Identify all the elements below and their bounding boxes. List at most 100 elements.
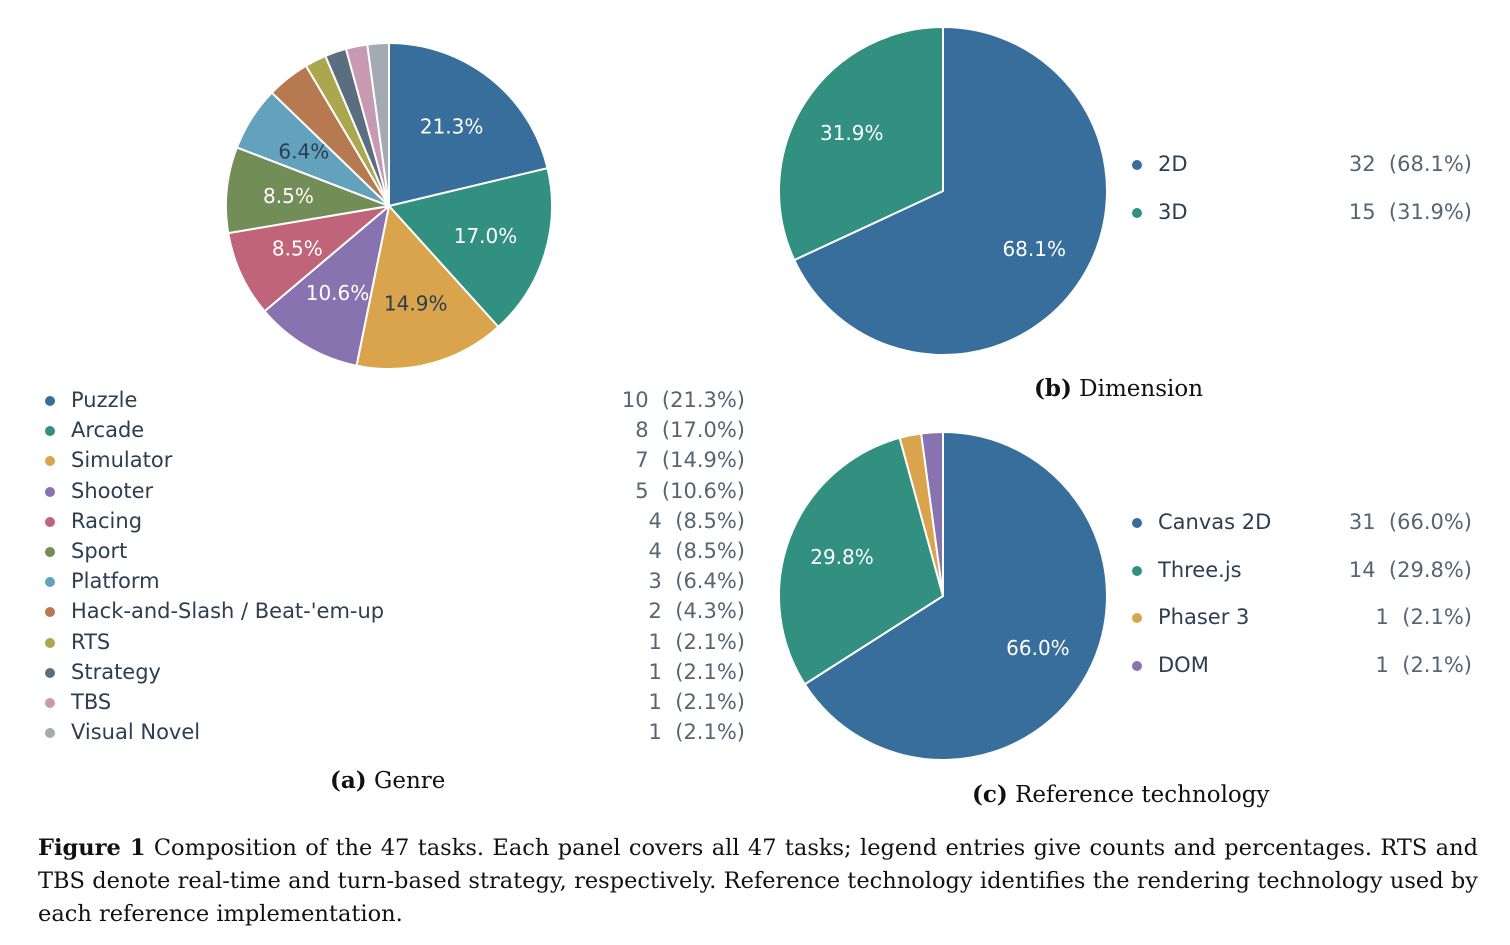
legend-label: DOM bbox=[1158, 652, 1209, 677]
legend-item-visual-novel: Visual Novel 1 (2.1%) bbox=[45, 717, 745, 747]
legend-count: 31 (66.0%) bbox=[1348, 510, 1472, 534]
figure-caption-label: Figure 1 bbox=[38, 835, 146, 861]
legend-marker bbox=[1132, 518, 1142, 528]
legend-marker bbox=[45, 728, 55, 739]
legend-marker bbox=[45, 426, 55, 437]
legend-count: 8 (17.0%) bbox=[635, 418, 745, 443]
pie-slice-dom bbox=[920, 431, 944, 597]
legend-label: Hack-and-Slash / Beat-'em-up bbox=[71, 599, 385, 624]
legend-item-racing: Racing 4 (8.5%) bbox=[45, 506, 745, 536]
legend-label: 2D bbox=[1158, 152, 1188, 176]
legend-marker bbox=[45, 547, 55, 557]
pie-percent-label-sport: 8.5% bbox=[263, 184, 314, 208]
legend-count: 1 (2.1%) bbox=[1375, 652, 1472, 677]
legend-item-dom: DOM 1 (2.1%) bbox=[1132, 650, 1472, 680]
legend-count: 2 (4.3%) bbox=[648, 599, 745, 624]
legend-label: Canvas 2D bbox=[1158, 510, 1272, 534]
legend-item-three-js: Three.js 14 (29.8%) bbox=[1132, 555, 1472, 585]
legend-marker bbox=[45, 607, 55, 618]
legend-count: 1 (2.1%) bbox=[648, 690, 745, 714]
subcaption-text: Reference technology bbox=[1015, 782, 1270, 808]
legend-count: 14 (29.8%) bbox=[1348, 557, 1472, 582]
pie-percent-label-platform: 6.4% bbox=[278, 140, 329, 164]
legend-item-arcade: Arcade 8 (17.0%) bbox=[45, 415, 745, 445]
legend-marker bbox=[45, 486, 55, 497]
legend-marker bbox=[45, 396, 55, 406]
legend-count: 15 (31.9%) bbox=[1348, 200, 1472, 224]
subcaption-label: (c) bbox=[972, 781, 1008, 808]
pie-reference-technology: 66.0% 29.8% bbox=[778, 431, 1108, 761]
subcaption-label: (a) bbox=[330, 767, 367, 794]
legend-count: 4 (8.5%) bbox=[648, 508, 745, 533]
legend-label: Arcade bbox=[71, 418, 145, 443]
pie-slice-puzzle bbox=[388, 42, 549, 207]
pie-percent-label-three-js: 29.8% bbox=[810, 545, 874, 569]
legend-count: 1 (2.1%) bbox=[1375, 605, 1472, 629]
legend-item-sport: Sport 4 (8.5%) bbox=[45, 536, 745, 566]
legend-marker bbox=[45, 577, 55, 588]
pie-percent-label-puzzle: 21.3% bbox=[420, 115, 484, 139]
legend-label: 3D bbox=[1158, 200, 1188, 224]
legend-item-2d: 2D 32 (68.1%) bbox=[1132, 149, 1472, 179]
legend-item-platform: Platform 3 (6.4%) bbox=[45, 566, 745, 596]
subcaption-text: Dimension bbox=[1079, 376, 1204, 402]
pie-slice-simulator bbox=[355, 205, 500, 370]
legend-label: Three.js bbox=[1158, 557, 1242, 582]
legend-label: RTS bbox=[71, 629, 111, 654]
pie-slice-three-js bbox=[778, 436, 944, 686]
legend-item-phaser-3: Phaser 3 1 (2.1%) bbox=[1132, 602, 1472, 632]
legend-count: 7 (14.9%) bbox=[635, 448, 745, 473]
pie-percent-label-simulator: 14.9% bbox=[384, 291, 448, 315]
subcaption-text: Genre bbox=[373, 768, 446, 794]
pie-percent-label-racing: 8.5% bbox=[272, 237, 323, 261]
subcaption-reference-technology: (c) Reference technology bbox=[972, 781, 1270, 808]
legend-marker bbox=[45, 637, 55, 648]
legend-item-canvas-2d: Canvas 2D 31 (66.0%) bbox=[1132, 507, 1472, 537]
pie-percent-label-canvas-2d: 66.0% bbox=[1006, 636, 1070, 660]
figure-caption: Figure 1 Composition of the 47 tasks. Ea… bbox=[38, 832, 1478, 931]
pie-slice-2d bbox=[793, 26, 1108, 356]
legend-marker bbox=[1132, 613, 1142, 623]
legend-item-tbs: TBS 1 (2.1%) bbox=[45, 687, 745, 717]
legend-marker bbox=[45, 698, 55, 708]
legend-label: Racing bbox=[71, 508, 143, 533]
subcaption-dimension: (b) Dimension bbox=[1034, 375, 1203, 402]
legend-label: Visual Novel bbox=[71, 720, 201, 745]
legend-count: 5 (10.6%) bbox=[635, 478, 745, 503]
legend-item-hack-and-slash-beat-em-up: Hack-and-Slash / Beat-'em-up 2 (4.3%) bbox=[45, 596, 745, 626]
legend-label: Platform bbox=[71, 569, 160, 594]
figure-caption-text: Composition of the 47 tasks. Each panel … bbox=[38, 835, 1478, 927]
legend-item-strategy: Strategy 1 (2.1%) bbox=[45, 657, 745, 687]
legend-count: 1 (2.1%) bbox=[648, 720, 745, 745]
legend-count: 1 (2.1%) bbox=[648, 659, 745, 684]
legend-marker bbox=[1132, 208, 1142, 218]
pie-slice-shooter bbox=[263, 205, 390, 367]
legend-label: TBS bbox=[71, 690, 112, 714]
legend-item-3d: 3D 15 (31.9%) bbox=[1132, 197, 1472, 227]
legend-label: Simulator bbox=[71, 448, 173, 473]
legend-item-rts: RTS 1 (2.1%) bbox=[45, 627, 745, 657]
pie-genre: 21.3% 17.0% 14.9% 10.6% 8.5% 8.5% 6.4% bbox=[225, 42, 553, 370]
legend-marker bbox=[1132, 565, 1142, 576]
pie-percent-label-2d: 68.1% bbox=[1002, 237, 1066, 261]
pie-slice-sport bbox=[225, 146, 390, 235]
pie-percent-label-shooter: 10.6% bbox=[306, 281, 370, 305]
legend-item-shooter: Shooter 5 (10.6%) bbox=[45, 476, 745, 506]
subcaption-genre: (a) Genre bbox=[330, 767, 445, 794]
legend-count: 4 (8.5%) bbox=[648, 539, 745, 563]
legend-label: Sport bbox=[71, 539, 128, 563]
legend-label: Phaser 3 bbox=[1158, 605, 1250, 629]
legend-count: 3 (6.4%) bbox=[648, 569, 745, 594]
pie-slice-3d bbox=[778, 26, 944, 262]
pie-percent-label-arcade: 17.0% bbox=[454, 224, 518, 248]
legend-count: 1 (2.1%) bbox=[648, 629, 745, 654]
pie-slice-visual-novel bbox=[366, 42, 390, 207]
legend-marker bbox=[1132, 160, 1142, 170]
legend-marker bbox=[45, 516, 55, 527]
subcaption-label: (b) bbox=[1034, 375, 1072, 402]
legend-count: 10 (21.3%) bbox=[621, 388, 745, 412]
pie-slice-canvas-2d bbox=[803, 431, 1108, 761]
pie-slice-racing bbox=[227, 205, 390, 313]
legend-marker bbox=[1132, 660, 1142, 671]
